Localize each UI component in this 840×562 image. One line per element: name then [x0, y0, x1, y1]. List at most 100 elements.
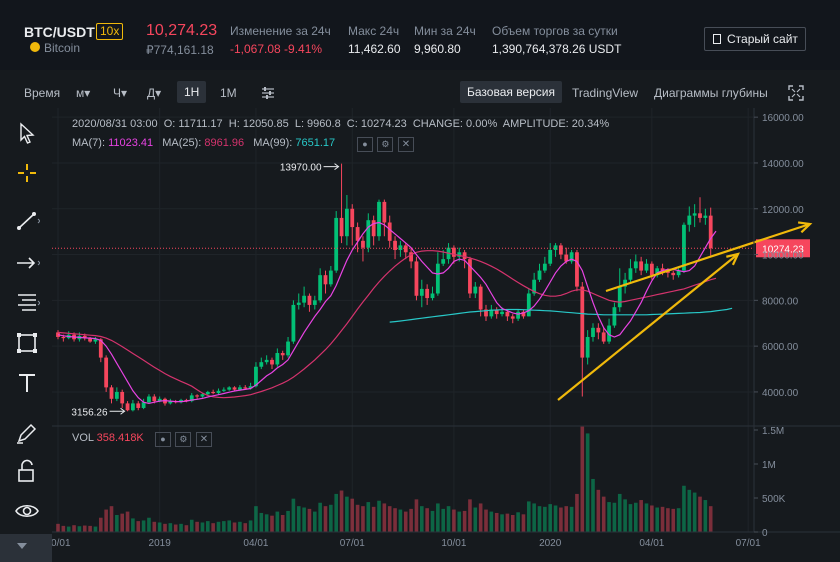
- volume-bar: [254, 506, 258, 532]
- draw-mode-icon[interactable]: [14, 420, 40, 446]
- volume-bar: [131, 518, 135, 532]
- candle-body: [425, 288, 430, 299]
- volume-bar: [366, 502, 371, 532]
- interval-1m-button[interactable]: 1М: [220, 86, 237, 100]
- ray-arrow-icon[interactable]: [14, 250, 40, 276]
- chevron-down-icon: [17, 543, 27, 549]
- candle-body: [633, 261, 638, 269]
- volume-bar: [527, 501, 531, 532]
- candle-body: [334, 217, 339, 271]
- candle-body: [88, 338, 92, 342]
- volume-bar: [61, 525, 66, 532]
- close-icon[interactable]: ✕: [195, 432, 212, 448]
- eye-icon[interactable]: ●: [357, 137, 373, 153]
- interval-1w-button[interactable]: 1Н: [177, 81, 207, 103]
- candle-body: [682, 224, 686, 271]
- volume-bar: [457, 511, 462, 532]
- volume-bar: [302, 507, 306, 532]
- candle-body: [703, 215, 708, 218]
- price-tick-label: 4000.00: [762, 388, 799, 399]
- eye-icon[interactable]: ●: [155, 432, 171, 448]
- settings-icon[interactable]: ⚙: [175, 432, 192, 448]
- basic-version-tab[interactable]: Базовая версия: [460, 81, 562, 103]
- crosshair-icon[interactable]: [14, 160, 40, 186]
- volume-bar: [147, 517, 151, 532]
- candle-body: [328, 270, 333, 285]
- close-icon[interactable]: ✕: [397, 137, 414, 153]
- candle-body: [232, 387, 237, 390]
- indicators-icon[interactable]: [261, 86, 275, 100]
- volume-bar: [543, 506, 547, 532]
- fullscreen-icon[interactable]: [788, 85, 804, 101]
- vol-legend: VOL 358.418K: [72, 432, 144, 444]
- fib-lines-icon[interactable]: [14, 290, 40, 316]
- volume-bar: [655, 507, 659, 532]
- candle-body: [660, 268, 665, 271]
- volume-bar: [56, 523, 60, 532]
- volume-bar: [398, 509, 403, 532]
- cursor-icon[interactable]: [14, 120, 40, 146]
- candle-body: [286, 341, 290, 356]
- ma7-label: MA(7):: [72, 137, 105, 149]
- candle-body: [452, 247, 456, 257]
- depth-chart-tab[interactable]: Диаграммы глубины: [654, 86, 768, 100]
- candle-body: [484, 309, 488, 317]
- candle-body: [585, 336, 590, 358]
- volume-bar: [387, 506, 392, 532]
- volume-bar: [420, 506, 424, 532]
- volume-bar: [569, 506, 574, 532]
- volume-bar: [671, 508, 676, 532]
- candle-body: [510, 316, 515, 319]
- coin-name-link[interactable]: Bitcoin: [44, 41, 81, 55]
- candle-body: [312, 300, 317, 305]
- volume-bar: [163, 523, 167, 532]
- settings-icon[interactable]: ⚙: [377, 137, 394, 153]
- volume-bar: [238, 521, 242, 532]
- days-dropdown[interactable]: Д▾: [147, 86, 162, 100]
- candle-body: [302, 295, 306, 303]
- old-site-button[interactable]: Старый сайт: [704, 27, 806, 51]
- low-label: Мин за 24ч: [414, 24, 476, 38]
- candle-body: [430, 293, 435, 299]
- candle-body: [270, 359, 274, 365]
- price-tick-label: 8000.00: [762, 296, 799, 307]
- minutes-dropdown[interactable]: м▾: [76, 86, 91, 100]
- candle-body: [644, 263, 649, 271]
- tradingview-tab[interactable]: TradingView: [572, 86, 639, 100]
- candle-body: [189, 395, 194, 402]
- price-tick-label: 16000.00: [762, 113, 804, 124]
- candle-body: [409, 252, 413, 262]
- lower-trend-arrow-head: [726, 252, 740, 266]
- text-tool-icon[interactable]: [14, 370, 40, 396]
- trend-line-icon[interactable]: [14, 208, 40, 234]
- volume-bar: [350, 498, 355, 532]
- candle-body: [494, 309, 499, 315]
- candle-body: [575, 252, 579, 287]
- rectangle-icon[interactable]: [14, 330, 40, 356]
- candle-body: [339, 217, 344, 237]
- candle-body: [98, 339, 103, 358]
- candle-body: [639, 261, 644, 271]
- volume-bar: [120, 513, 124, 532]
- volume-bar: [355, 504, 360, 532]
- volume-bar: [264, 514, 269, 532]
- visibility-eye-icon[interactable]: [14, 498, 40, 524]
- volume-bar: [136, 521, 141, 532]
- candle-body: [131, 403, 135, 411]
- pair-symbol[interactable]: BTC/USDT: [24, 24, 95, 40]
- time-tick-label: 10/01: [441, 538, 466, 549]
- collapse-toolbar-button[interactable]: [0, 534, 52, 562]
- volume-bar: [270, 515, 274, 532]
- volume-bar: [280, 515, 285, 532]
- ma99-value: 7651.17: [295, 137, 336, 149]
- volume-bar: [216, 521, 221, 532]
- unlock-icon[interactable]: [14, 458, 40, 484]
- price-chart[interactable]: 10274.23 13970.00 3156.26 16000.00 14000.00…: [52, 108, 840, 562]
- candle-body: [361, 240, 365, 248]
- hours-dropdown[interactable]: Ч▾: [113, 86, 128, 100]
- candle-body: [125, 403, 130, 411]
- volume-bar: [462, 510, 467, 532]
- volume-bar: [585, 433, 590, 532]
- volume-bar: [676, 508, 681, 532]
- volume-bar: [403, 511, 408, 532]
